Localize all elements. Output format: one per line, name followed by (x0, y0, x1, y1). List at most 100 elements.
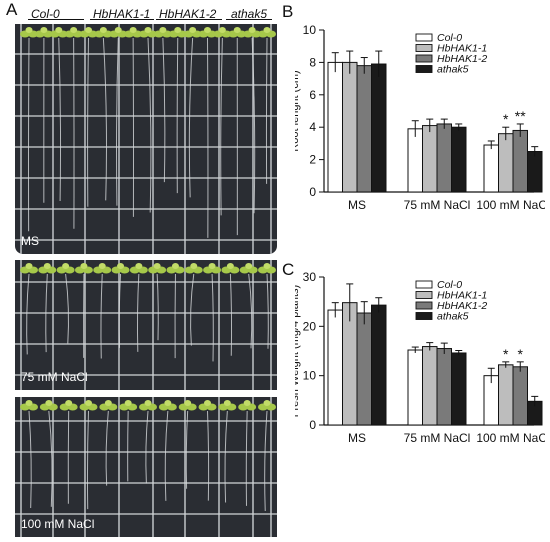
legend-swatch (415, 301, 433, 310)
seedling-leaves (99, 400, 118, 411)
seedling-root (245, 410, 248, 506)
bar (371, 63, 387, 193)
significance-mark: * (518, 346, 524, 362)
leaf (25, 27, 33, 33)
genotype-underline (90, 19, 154, 20)
leaf (98, 263, 106, 269)
legend-label: HbHAK1-1 (437, 43, 487, 55)
legend-swatch (415, 44, 433, 52)
leaf (114, 27, 122, 33)
legend-label: athak5 (437, 64, 469, 76)
seedling-root (145, 410, 149, 484)
bar (356, 65, 372, 193)
seedling-leaves (166, 263, 185, 274)
seedling-leaves (258, 27, 276, 38)
y-tick-label: 4 (309, 120, 316, 134)
seedling-root (176, 37, 179, 194)
seedling-leaves (203, 263, 222, 274)
leaf (40, 27, 48, 33)
seedling-leaves (183, 27, 202, 38)
seedling-root (127, 410, 129, 482)
genotype-underline (226, 19, 272, 20)
seedling-leaves (139, 400, 157, 411)
seedling-leaves (228, 27, 247, 38)
seedling-leaves (93, 263, 112, 274)
seedling-leaves (20, 400, 38, 411)
seedling-root (118, 273, 122, 348)
leaf (243, 400, 251, 406)
significance-mark: * (503, 346, 509, 362)
seedling-root (58, 37, 62, 201)
plate-grid (15, 24, 277, 254)
seedling-leaves (148, 263, 167, 274)
panel-letter-a: A (6, 0, 18, 19)
bar (422, 125, 438, 193)
seedling-leaves (178, 400, 197, 411)
seedling-leaves (198, 400, 217, 411)
genotype-label-hbhak1-2: HbHAK1-2 (159, 7, 217, 21)
seedling-leaves (109, 27, 128, 38)
plate-label-75mm-nacl: 75 mM NaCl (21, 370, 88, 384)
bar (422, 346, 438, 426)
seedling-leaves (258, 400, 276, 411)
x-category-label: MS (348, 431, 366, 445)
bar (451, 126, 467, 193)
genotype-label-athak5: athak5 (231, 7, 268, 21)
seedling-leaves (74, 263, 93, 274)
seedling-root (162, 37, 166, 183)
seedling-leaves (124, 27, 143, 38)
plate-grid (15, 397, 277, 537)
seedling-leaves (94, 27, 113, 38)
panel-letter-c: C (282, 260, 295, 279)
plate-100mm-nacl: 100 mM NaCl (15, 397, 277, 537)
leaf (85, 27, 92, 33)
seedling-root (26, 273, 30, 355)
legend-label: HbHAK1-2 (437, 53, 487, 65)
plate-label-ms: MS (21, 234, 39, 248)
seedling-root (100, 273, 103, 359)
leaf (174, 27, 182, 33)
seedling-leaves (49, 27, 68, 38)
x-category-label: MS (348, 198, 366, 212)
leaf (55, 27, 63, 33)
seedling-root (229, 273, 233, 356)
significance-mark: ** (515, 108, 526, 124)
leaf (226, 263, 234, 269)
leaf (245, 263, 253, 269)
seedling-root (265, 37, 268, 184)
seedling-leaves (198, 27, 217, 38)
seedling-root (105, 410, 109, 486)
x-category-label: 75 mM NaCl (404, 198, 471, 212)
seedling-leaves (139, 27, 157, 38)
y-tick-label: 10 (303, 23, 317, 37)
seedling-root (156, 273, 159, 341)
bar (527, 151, 543, 193)
seedling-root (65, 273, 70, 344)
seedling-root (136, 273, 140, 352)
legend-swatch (415, 312, 433, 320)
seedling-leaves (119, 400, 138, 411)
seedling-leaves (213, 27, 232, 38)
genotype-underline (156, 19, 222, 20)
leaf (80, 263, 88, 269)
bar (327, 309, 343, 426)
genotype-label-col0: Col-0 (31, 7, 60, 21)
plate-ms: MS (15, 24, 277, 254)
seedling-leaves (39, 400, 58, 411)
leaf (65, 400, 73, 406)
seedling-root (185, 410, 189, 489)
bar (512, 129, 528, 193)
bar (451, 352, 467, 426)
y-tick-label: 0 (309, 185, 316, 199)
leaf (45, 400, 53, 406)
seedling-leaves (158, 400, 177, 411)
seedling-root (45, 273, 48, 353)
seedling-leaves (20, 27, 38, 38)
leaf (144, 400, 152, 406)
legend-swatch (415, 54, 433, 63)
leaf (204, 27, 211, 33)
seedling-root (102, 37, 107, 201)
leaf (135, 263, 143, 269)
seedling-leaves (64, 27, 83, 38)
